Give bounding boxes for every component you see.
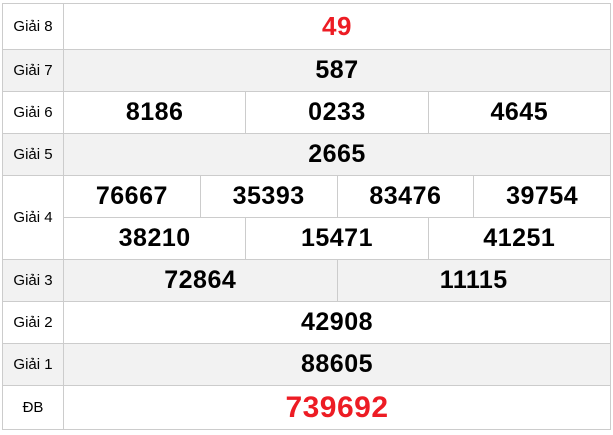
prize-number-6-3: 4645: [427, 92, 610, 133]
prize-content-db: 739692: [64, 386, 610, 429]
prize-row-8: Giải 8 49: [3, 4, 610, 50]
prize-label-8: Giải 8: [3, 4, 64, 49]
prize-number-8: 49: [322, 11, 352, 41]
prize-row-db: ĐB 739692: [3, 386, 610, 429]
prize-number-3-1: 72864: [164, 266, 237, 294]
prize-subrow: 42908: [64, 302, 610, 343]
prize-subrow: 49: [64, 4, 610, 49]
prize-subrow: 739692: [64, 386, 610, 429]
prize-label-db: ĐB: [3, 386, 64, 429]
prize-number-2: 42908: [300, 308, 374, 336]
prize-number-1: 88605: [300, 350, 374, 378]
prize-subrow: 88605: [64, 344, 610, 385]
prize-row-5: Giải 5 2665: [3, 134, 610, 176]
prize-subrow: 8186 0233 4645: [64, 92, 610, 133]
prize-label-4: Giải 4: [3, 176, 64, 259]
prize-content-7: 587: [64, 50, 610, 91]
prize-content-6: 8186 0233 4645: [64, 92, 610, 133]
prize-label-1: Giải 1: [3, 344, 64, 385]
lottery-results-table: Giải 8 49 Giải 7 587 Giải 6 8186 0233 46…: [2, 3, 611, 430]
prize-number-4-1: 76667: [95, 182, 168, 210]
prize-label-7: Giải 7: [3, 50, 64, 91]
prize-subrow: 587: [64, 50, 610, 91]
prize-number-4-5: 38210: [118, 224, 191, 252]
prize-content-3: 72864 11115: [64, 260, 610, 301]
prize-number-4-4: 39754: [473, 176, 610, 217]
prize-row-2: Giải 2 42908: [3, 302, 610, 344]
prize-content-4: 76667 35393 83476 39754 38210 15471 4125…: [64, 176, 610, 259]
prize-number-db: 739692: [285, 390, 389, 424]
prize-subrow: 38210 15471 41251: [64, 217, 610, 259]
prize-number-4-3: 83476: [336, 176, 474, 217]
prize-content-5: 2665: [64, 134, 610, 175]
prize-subrow: 72864 11115: [64, 260, 610, 301]
prize-number-3-2: 11115: [336, 260, 611, 301]
prize-row-4: Giải 4 76667 35393 83476 39754 38210 154…: [3, 176, 610, 260]
prize-label-3: Giải 3: [3, 260, 64, 301]
prize-subrow: 2665: [64, 134, 610, 175]
prize-number-4-2: 35393: [199, 176, 337, 217]
prize-content-8: 49: [64, 4, 610, 49]
prize-label-5: Giải 5: [3, 134, 64, 175]
prize-row-3: Giải 3 72864 11115: [3, 260, 610, 302]
prize-content-2: 42908: [64, 302, 610, 343]
prize-number-5: 2665: [308, 140, 366, 168]
prize-row-7: Giải 7 587: [3, 50, 610, 92]
prize-content-1: 88605: [64, 344, 610, 385]
prize-number-4-7: 41251: [427, 218, 610, 259]
prize-label-6: Giải 6: [3, 92, 64, 133]
prize-number-6-2: 0233: [245, 92, 427, 133]
prize-number-6-1: 8186: [125, 98, 184, 126]
prize-number-7: 587: [315, 56, 359, 84]
prize-number-4-6: 15471: [245, 218, 427, 259]
prize-label-2: Giải 2: [3, 302, 64, 343]
prize-row-6: Giải 6 8186 0233 4645: [3, 92, 610, 134]
prize-subrow: 76667 35393 83476 39754: [64, 176, 610, 217]
prize-row-1: Giải 1 88605: [3, 344, 610, 386]
